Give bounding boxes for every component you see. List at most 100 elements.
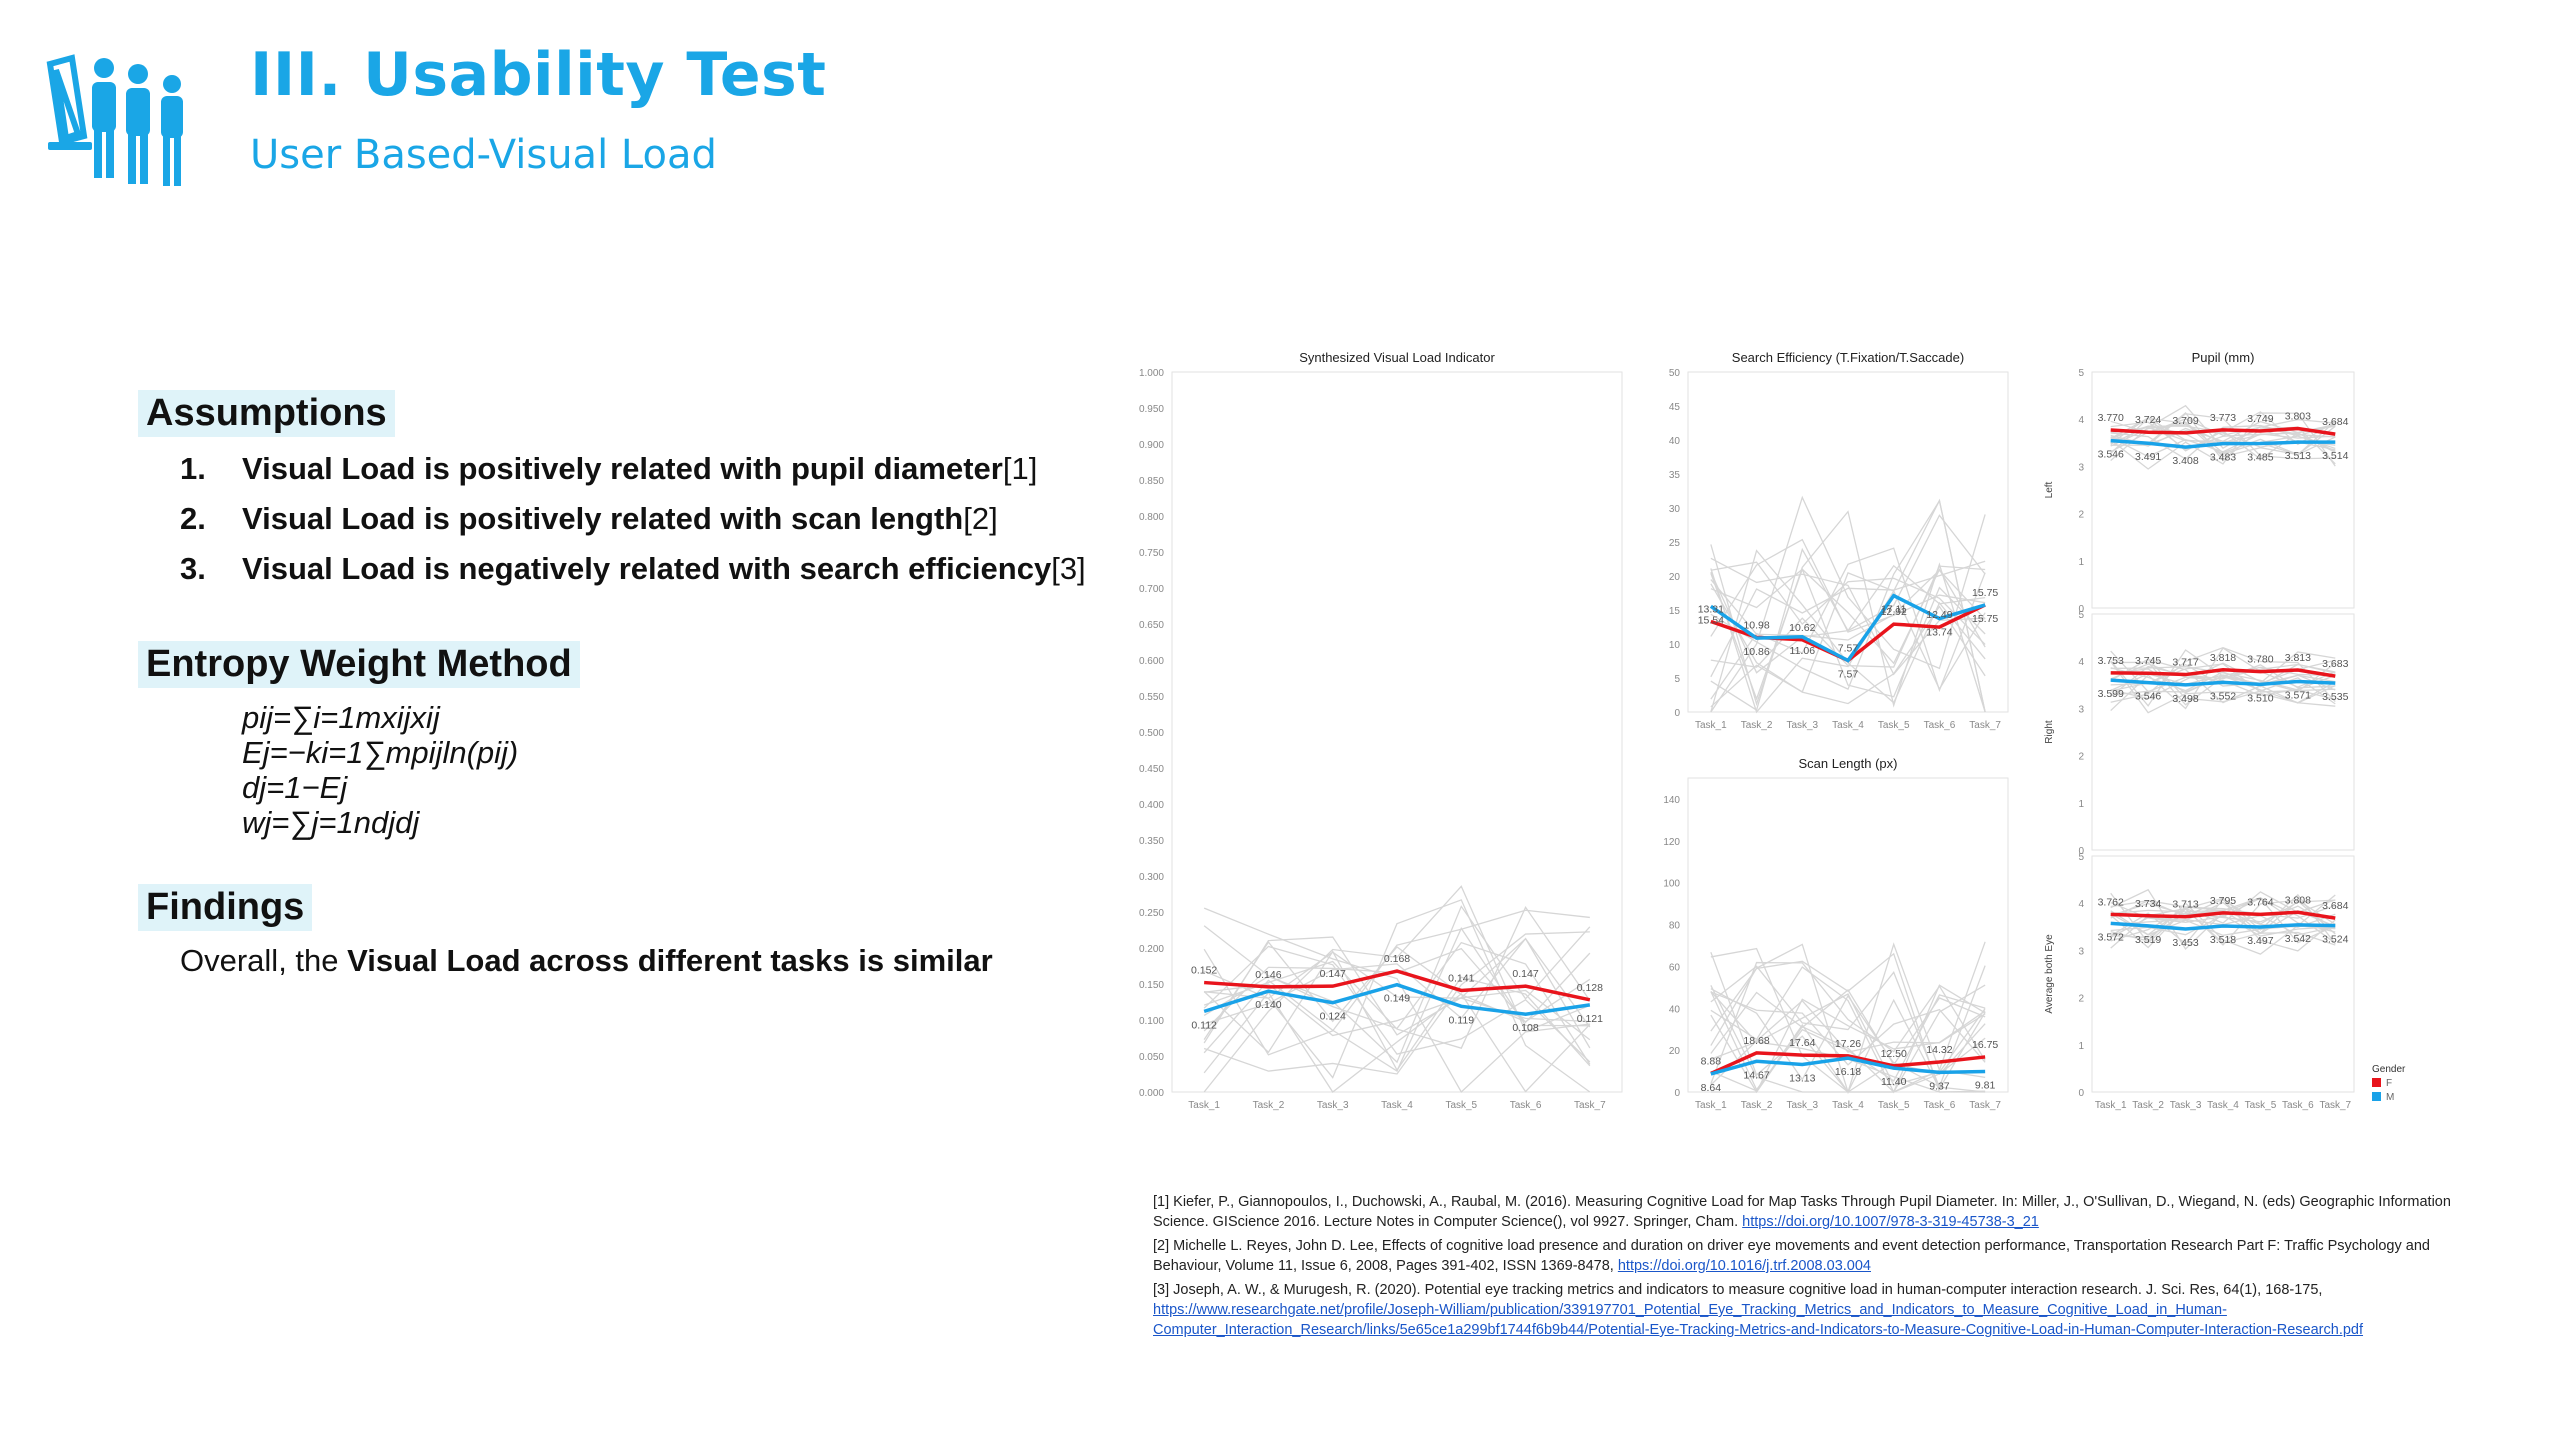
data-label: 3.773 bbox=[2210, 412, 2236, 424]
participant-line bbox=[2110, 663, 2336, 680]
participant-line bbox=[2110, 905, 2336, 939]
data-label: 0.147 bbox=[1512, 968, 1538, 980]
y-tick-label: 0.100 bbox=[1139, 1016, 1164, 1027]
data-label: 3.713 bbox=[2172, 899, 2198, 911]
series-line-f bbox=[2110, 668, 2336, 678]
x-tick-label: Task_7 bbox=[1969, 720, 2001, 731]
data-label: 13.74 bbox=[1926, 627, 1952, 639]
x-tick-label: Task_7 bbox=[1969, 1100, 2001, 1111]
participant-line bbox=[1710, 538, 1986, 637]
gender-legend: Gender FM bbox=[2372, 1064, 2406, 1103]
data-label: 3.684 bbox=[2322, 900, 2348, 912]
data-label: 3.453 bbox=[2172, 937, 2198, 949]
data-label: 14.32 bbox=[1926, 1044, 1952, 1056]
y-tick-label: 1 bbox=[2078, 799, 2084, 810]
data-label: 0.112 bbox=[1191, 1019, 1217, 1031]
participant-line bbox=[2110, 892, 2336, 946]
x-tick-label: Task_1 bbox=[2095, 1100, 2127, 1111]
series-line-m bbox=[1203, 982, 1591, 1017]
participant-line bbox=[1203, 945, 1591, 1063]
y-tick-label: 0.200 bbox=[1139, 944, 1164, 955]
participant-line bbox=[2110, 412, 2336, 470]
formula-ej: Ej=−ki=1∑mpijln(pij) bbox=[242, 735, 519, 770]
x-tick-label: Task_5 bbox=[1878, 720, 1910, 731]
legend-label: M bbox=[2386, 1092, 2394, 1103]
y-tick-label: 80 bbox=[1669, 921, 1681, 932]
participant-line bbox=[1203, 899, 1591, 1093]
data-label: 17.64 bbox=[1789, 1037, 1815, 1049]
participant-line bbox=[1710, 991, 1986, 1091]
entropy-heading: Entropy Weight Method bbox=[138, 641, 580, 688]
y-tick-label: 5 bbox=[2078, 852, 2084, 863]
data-label: 3.546 bbox=[2135, 691, 2161, 703]
reference-link[interactable]: https://doi.org/10.1016/j.trf.2008.03.00… bbox=[1617, 1258, 1871, 1274]
reference-link[interactable]: https://www.researchgate.net/profile/Jos… bbox=[1153, 1302, 2364, 1338]
reference-link[interactable]: https://doi.org/10.1007/978-3-319-45738-… bbox=[1742, 1214, 2039, 1230]
participant-line bbox=[1203, 907, 1590, 1094]
y-tick-label: 0.950 bbox=[1139, 404, 1164, 415]
series-line-m bbox=[2110, 438, 2336, 449]
chart-title: Pupil (mm) bbox=[2192, 350, 2255, 365]
x-tick-label: Task_2 bbox=[1253, 1100, 1285, 1111]
x-tick-label: Task_3 bbox=[1317, 1100, 1349, 1111]
participant-line bbox=[1710, 961, 1986, 1084]
item-number: 1. bbox=[180, 451, 206, 486]
chart-title: Synthesized Visual Load Indicator bbox=[1299, 350, 1495, 365]
chart-scan-length: Scan Length (px) 0 20 40 60 80 100 120 140 Task_1… bbox=[1663, 756, 2009, 1111]
data-label: 3.599 bbox=[2098, 688, 2124, 700]
data-label: 3.491 bbox=[2135, 451, 2161, 463]
data-label: 9.37 bbox=[1929, 1080, 1950, 1092]
data-label: 3.808 bbox=[2285, 894, 2311, 906]
data-label: 0.146 bbox=[1255, 969, 1281, 981]
x-tick-label: Task_6 bbox=[1924, 1100, 1956, 1111]
participant-line bbox=[1710, 569, 1986, 641]
legend-swatch bbox=[2372, 1078, 2381, 1087]
data-label: 16.75 bbox=[1972, 1039, 1998, 1051]
x-tick-label: Task_7 bbox=[2319, 1100, 2351, 1111]
item-ref: [2] bbox=[963, 501, 998, 536]
participant-line bbox=[2110, 662, 2336, 700]
formula-block: pij=∑i=1mxijxij Ej=−ki=1∑mpijln(pij) dj=… bbox=[242, 700, 1090, 840]
participant-line bbox=[1203, 937, 1591, 1049]
y-tick-label: 20 bbox=[1669, 572, 1681, 583]
y-tick-label: 0 bbox=[1674, 1088, 1680, 1099]
data-label: 3.519 bbox=[2135, 934, 2161, 946]
item-text: Visual Load is positively related with s… bbox=[242, 501, 964, 536]
series-line-f bbox=[1710, 1051, 1986, 1076]
y-tick-label: 3 bbox=[2078, 704, 2084, 715]
y-tick-label: 5 bbox=[2078, 610, 2084, 621]
formula-pij: pij=∑i=1mxijxij bbox=[242, 700, 440, 735]
y-tick-label: 3 bbox=[2078, 946, 2084, 957]
y-tick-label: 140 bbox=[1663, 795, 1680, 806]
formula-dj: dj=1−Ej bbox=[242, 770, 348, 805]
data-label: 0.140 bbox=[1255, 999, 1281, 1011]
y-tick-label: 2 bbox=[2078, 510, 2084, 521]
data-label: 3.745 bbox=[2135, 655, 2161, 667]
data-label: 3.408 bbox=[2172, 455, 2198, 467]
y-tick-label: 0.650 bbox=[1139, 620, 1164, 631]
y-tick-label: 0.150 bbox=[1139, 980, 1164, 991]
data-label: 13.31 bbox=[1698, 603, 1724, 615]
y-axis-label: Left bbox=[2044, 481, 2055, 498]
reference-text: [2] Michelle L. Reyes, John D. Lee, Effe… bbox=[1153, 1238, 2430, 1274]
findings-heading: Findings bbox=[138, 884, 313, 931]
y-tick-label: 0.300 bbox=[1139, 872, 1164, 883]
series-line-m bbox=[1710, 1056, 1986, 1076]
x-tick-label: Task_4 bbox=[2207, 1100, 2239, 1111]
plot-frame bbox=[2091, 371, 2355, 609]
references: [1] Kiefer, P., Giannopoulos, I., Duchow… bbox=[1153, 1192, 2483, 1344]
x-tick-label: Task_6 bbox=[1924, 720, 1956, 731]
data-label: 3.803 bbox=[2285, 410, 2311, 422]
y-tick-label: 0.900 bbox=[1139, 440, 1164, 451]
x-tick-label: Task_2 bbox=[2132, 1100, 2164, 1111]
x-tick-label: Task_3 bbox=[2170, 1100, 2202, 1111]
x-tick-label: Task_5 bbox=[1878, 1100, 1910, 1111]
x-tick-label: Task_4 bbox=[1832, 720, 1864, 731]
data-label: 8.88 bbox=[1701, 1055, 1722, 1067]
participant-line bbox=[1710, 561, 1986, 645]
y-tick-label: 35 bbox=[1669, 470, 1681, 481]
data-label: 7.57 bbox=[1838, 669, 1859, 681]
data-label: 3.762 bbox=[2098, 896, 2124, 908]
formula-wj: wj=∑j=1ndjdj bbox=[242, 805, 420, 840]
item-text: Visual Load is negatively related with s… bbox=[242, 551, 1052, 586]
